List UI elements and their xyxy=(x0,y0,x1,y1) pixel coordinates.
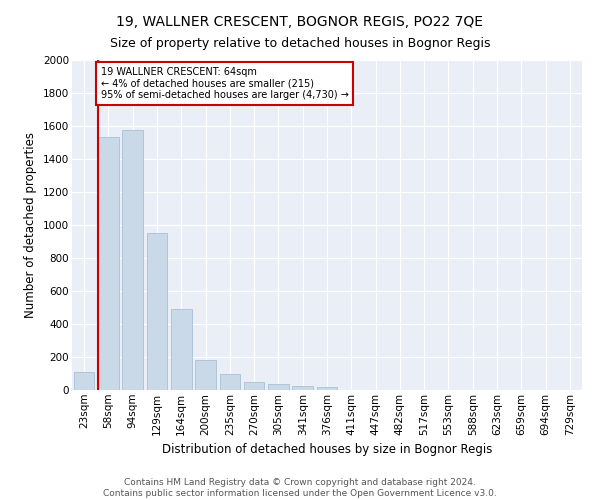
Bar xyxy=(122,130,143,390)
Text: 19, WALLNER CRESCENT, BOGNOR REGIS, PO22 7QE: 19, WALLNER CRESCENT, BOGNOR REGIS, PO22… xyxy=(116,15,484,29)
Text: 19 WALLNER CRESCENT: 64sqm
← 4% of detached houses are smaller (215)
95% of semi: 19 WALLNER CRESCENT: 64sqm ← 4% of detac… xyxy=(101,66,349,100)
Bar xyxy=(317,386,337,390)
Bar xyxy=(220,374,240,390)
Bar xyxy=(74,372,94,390)
Bar xyxy=(98,136,119,390)
X-axis label: Distribution of detached houses by size in Bognor Regis: Distribution of detached houses by size … xyxy=(162,443,492,456)
Bar xyxy=(244,382,265,390)
Bar xyxy=(268,384,289,390)
Y-axis label: Number of detached properties: Number of detached properties xyxy=(25,132,37,318)
Bar xyxy=(292,386,313,390)
Bar xyxy=(195,360,216,390)
Text: Size of property relative to detached houses in Bognor Regis: Size of property relative to detached ho… xyxy=(110,38,490,51)
Text: Contains HM Land Registry data © Crown copyright and database right 2024.
Contai: Contains HM Land Registry data © Crown c… xyxy=(103,478,497,498)
Bar xyxy=(146,233,167,390)
Bar xyxy=(171,309,191,390)
